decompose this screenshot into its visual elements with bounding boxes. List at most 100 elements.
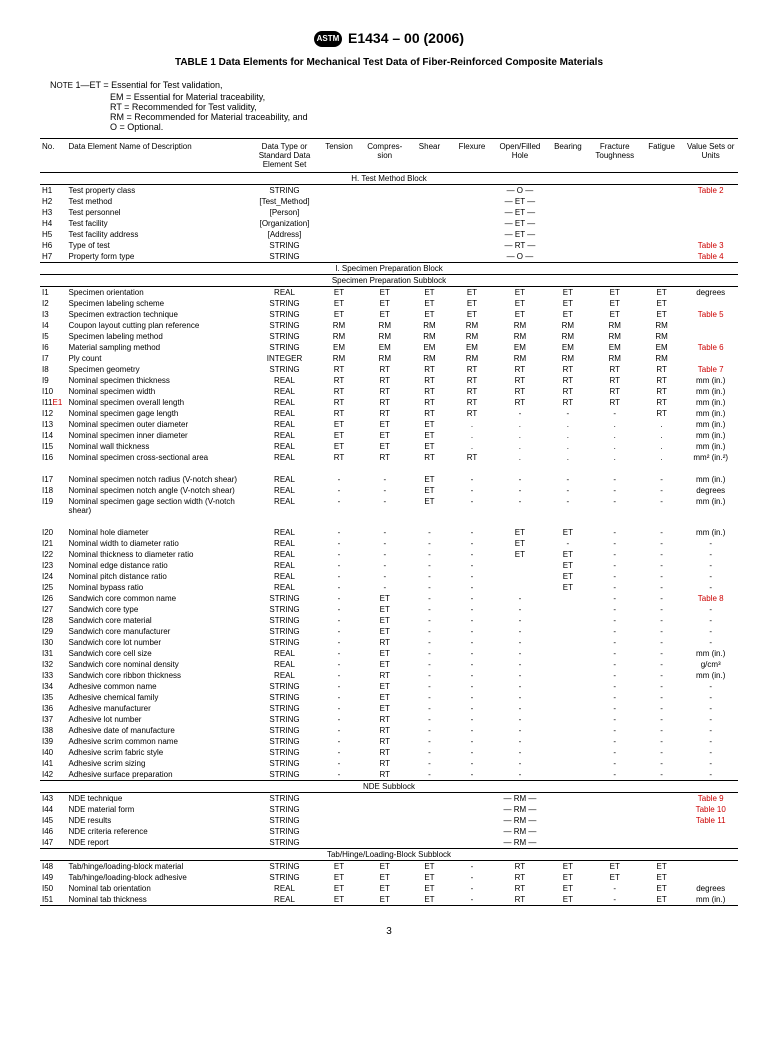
col-header: Value Sets or Units — [683, 139, 738, 173]
col-header: Flexure — [450, 139, 494, 173]
row-units — [683, 861, 738, 873]
row-no: I31 — [40, 648, 67, 659]
row-type: STRING — [252, 758, 317, 769]
row-no: H6 — [40, 240, 67, 251]
row-units — [683, 298, 738, 309]
row-units — [683, 872, 738, 883]
table-row: I29Sandwich core manufacturerSTRING-ET--… — [40, 626, 738, 637]
row-units: - — [683, 769, 738, 781]
table-row: H4Test facility[Organization]— ET — — [40, 218, 738, 229]
row-desc: Adhesive surface preparation — [67, 769, 252, 781]
row-no: I12 — [40, 408, 67, 419]
row-units: mm (in.) — [683, 408, 738, 419]
row-type: REAL — [252, 386, 317, 397]
table-row: I45NDE resultsSTRING— RM —Table 11 — [40, 815, 738, 826]
row-units: - — [683, 692, 738, 703]
row-units: Table 11 — [683, 815, 738, 826]
row-type: STRING — [252, 703, 317, 714]
row-type: STRING — [252, 826, 317, 837]
row-desc: Adhesive scrim sizing — [67, 758, 252, 769]
table-row: I48Tab/hinge/loading-block materialSTRIN… — [40, 861, 738, 873]
row-desc: Test method — [67, 196, 252, 207]
row-no: I50 — [40, 883, 67, 894]
data-table: No.Data Element Name of DescriptionData … — [40, 138, 738, 906]
row-units: - — [683, 736, 738, 747]
row-units: degrees — [683, 485, 738, 496]
table-row: H1Test property classSTRING— O —Table 2 — [40, 185, 738, 197]
table-row: I4Coupon layout cutting plan referenceST… — [40, 320, 738, 331]
row-desc: Adhesive date of manufacture — [67, 725, 252, 736]
row-units: Table 10 — [683, 804, 738, 815]
row-type: REAL — [252, 670, 317, 681]
section-subtitle: Specimen Preparation Subblock — [40, 275, 738, 287]
row-no: I11E1 — [40, 397, 67, 408]
table-row: I33Sandwich core ribbon thicknessREAL-RT… — [40, 670, 738, 681]
col-header: Open/Filled Hole — [494, 139, 546, 173]
row-type: STRING — [252, 804, 317, 815]
row-type: REAL — [252, 397, 317, 408]
row-units — [683, 320, 738, 331]
row-units: Table 6 — [683, 342, 738, 353]
table-row: I5Specimen labeling methodSTRINGRMRMRMRM… — [40, 331, 738, 342]
row-units: - — [683, 560, 738, 571]
table-row: I12Nominal specimen gage lengthREALRTRTR… — [40, 408, 738, 419]
row-no: I20 — [40, 527, 67, 538]
row-type: REAL — [252, 571, 317, 582]
row-type: [Test_Method] — [252, 196, 317, 207]
row-desc: Specimen labeling scheme — [67, 298, 252, 309]
row-type: REAL — [252, 883, 317, 894]
row-no: I43 — [40, 793, 67, 805]
table-row: I2Specimen labeling schemeSTRINGETETETET… — [40, 298, 738, 309]
row-units: mm (in.) — [683, 386, 738, 397]
page-header: ASTME1434 – 00 (2006) — [40, 30, 738, 47]
table-row: I50Nominal tab orientationREALETETET-RTE… — [40, 883, 738, 894]
col-header: Tension — [317, 139, 361, 173]
row-desc: Nominal specimen width — [67, 386, 252, 397]
row-no: I49 — [40, 872, 67, 883]
row-type: STRING — [252, 185, 317, 197]
row-desc: Type of test — [67, 240, 252, 251]
row-units: - — [683, 582, 738, 593]
table-row: I15Nominal wall thicknessREALETETET.....… — [40, 441, 738, 452]
row-type: REAL — [252, 894, 317, 906]
col-header: Shear — [409, 139, 450, 173]
row-no: H5 — [40, 229, 67, 240]
row-no: I21 — [40, 538, 67, 549]
row-no: I7 — [40, 353, 67, 364]
row-no: I37 — [40, 714, 67, 725]
row-type: REAL — [252, 441, 317, 452]
note-l1: EM = Essential for Material traceability… — [110, 92, 738, 102]
row-desc: Nominal specimen cross-sectional area — [67, 452, 252, 463]
row-desc: NDE material form — [67, 804, 252, 815]
table-row: I20Nominal hole diameterREAL----ETET--mm… — [40, 527, 738, 538]
row-type: REAL — [252, 452, 317, 463]
row-units — [683, 196, 738, 207]
row-type: REAL — [252, 375, 317, 386]
table-row: I47NDE reportSTRING— RM — — [40, 837, 738, 849]
table-row: I11E1Nominal specimen overall lengthREAL… — [40, 397, 738, 408]
table-row: I6Material sampling methodSTRINGEMEMEMEM… — [40, 342, 738, 353]
header-row: No.Data Element Name of DescriptionData … — [40, 139, 738, 173]
row-units: - — [683, 714, 738, 725]
row-no: I35 — [40, 692, 67, 703]
row-desc: Nominal specimen inner diameter — [67, 430, 252, 441]
table-row: I25Nominal bypass ratioREAL----ET--- — [40, 582, 738, 593]
row-desc: Sandwich core manufacturer — [67, 626, 252, 637]
row-desc: Nominal thickness to diameter ratio — [67, 549, 252, 560]
row-units: - — [683, 637, 738, 648]
row-units: - — [683, 571, 738, 582]
astm-logo: ASTM — [314, 31, 342, 47]
table-row: I37Adhesive lot numberSTRING-RT------ — [40, 714, 738, 725]
row-units: - — [683, 538, 738, 549]
row-no: H2 — [40, 196, 67, 207]
row-desc: Nominal tab orientation — [67, 883, 252, 894]
section-title: Tab/Hinge/Loading-Block Subblock — [40, 849, 738, 861]
row-type: REAL — [252, 648, 317, 659]
table-row: I24Nominal pitch distance ratioREAL----E… — [40, 571, 738, 582]
row-type: STRING — [252, 861, 317, 873]
col-header: Fatigue — [640, 139, 684, 173]
row-type: [Person] — [252, 207, 317, 218]
row-no: I38 — [40, 725, 67, 736]
row-units: mm (in.) — [683, 419, 738, 430]
row-desc: NDE results — [67, 815, 252, 826]
